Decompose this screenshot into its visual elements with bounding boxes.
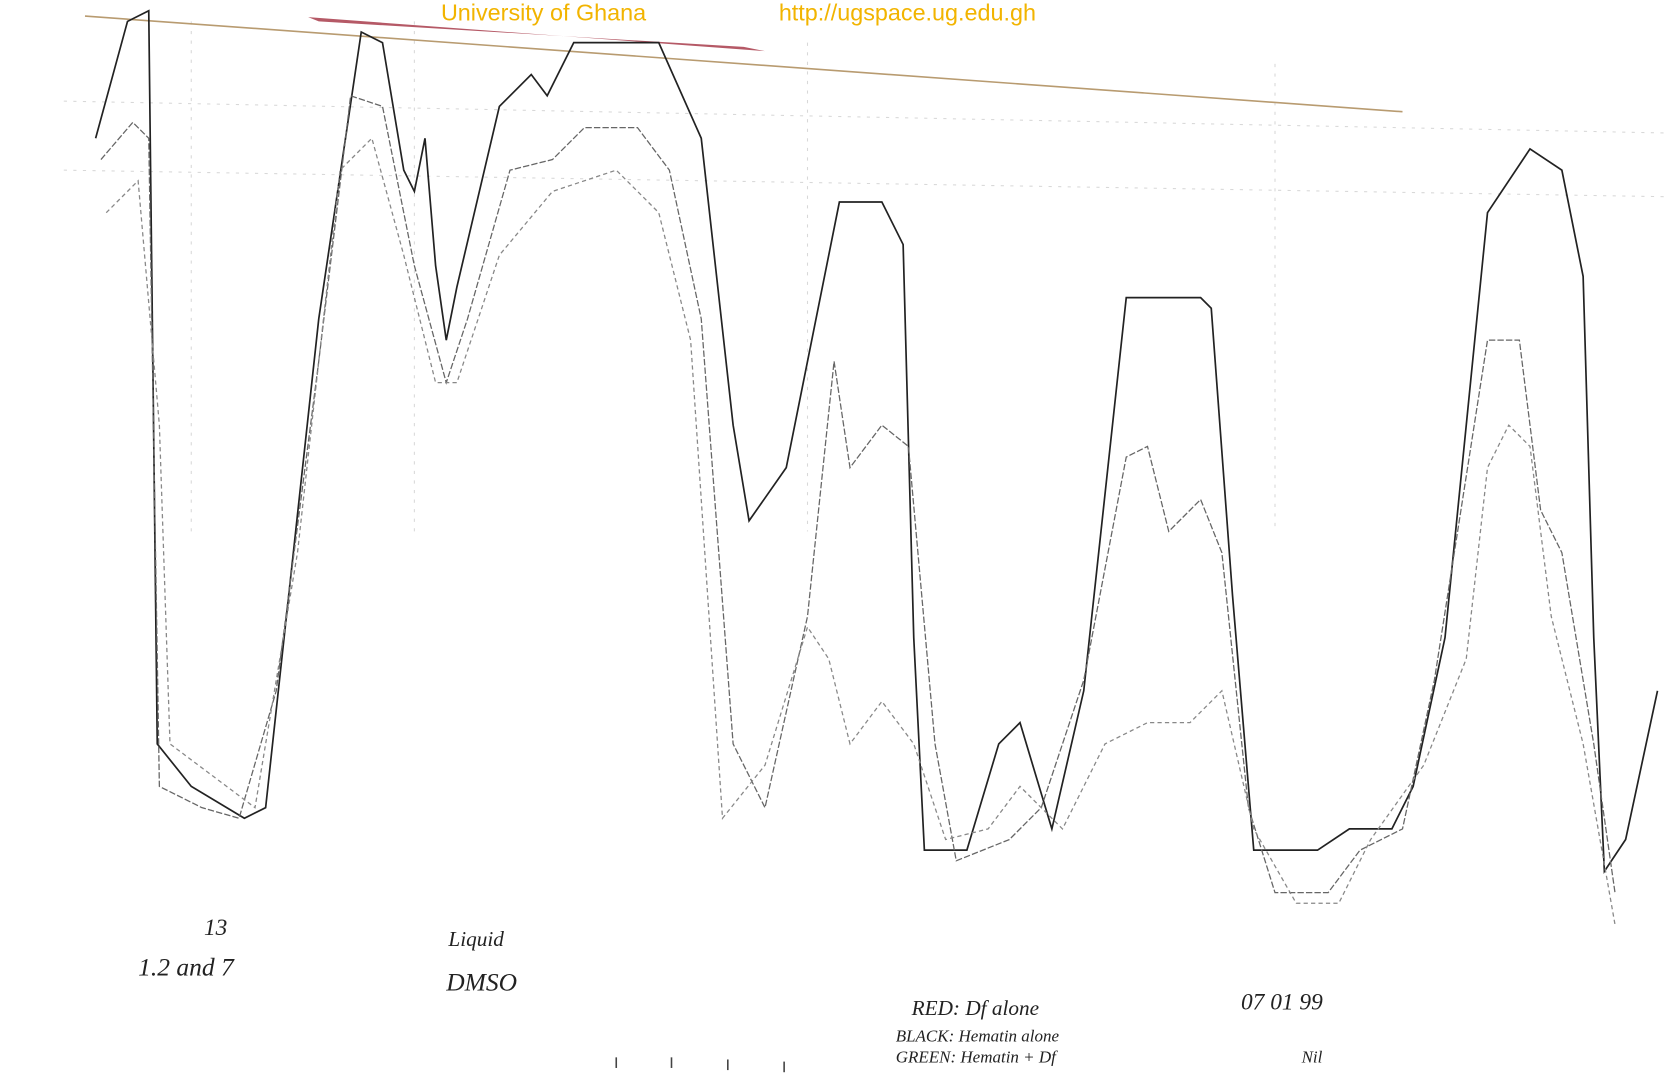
date: 07 01 99 <box>1241 990 1323 1016</box>
tick-marks <box>615 1057 785 1073</box>
grey-trace <box>105 137 1616 925</box>
note: Nil <box>1301 1048 1323 1067</box>
legend-entry: RED: Df alone <box>911 996 1039 1020</box>
green-trace <box>100 94 1616 894</box>
legend-entry: BLACK: Hematin alone <box>896 1026 1060 1045</box>
legend-entry: GREEN: Hematin + Df <box>896 1048 1058 1067</box>
institution: University of Ghana <box>441 0 646 25</box>
baseline-rule <box>84 15 1403 113</box>
sample-ids: 1.2 and 7 <box>138 953 235 982</box>
medium-line: Liquid <box>447 927 504 951</box>
sample-number: 13 <box>204 915 227 941</box>
black-trace <box>94 9 1659 875</box>
faint-grid <box>63 21 1666 532</box>
medium-line: DMSO <box>445 967 517 996</box>
repository-url: http://ugspace.ug.edu.gh <box>779 0 1036 25</box>
